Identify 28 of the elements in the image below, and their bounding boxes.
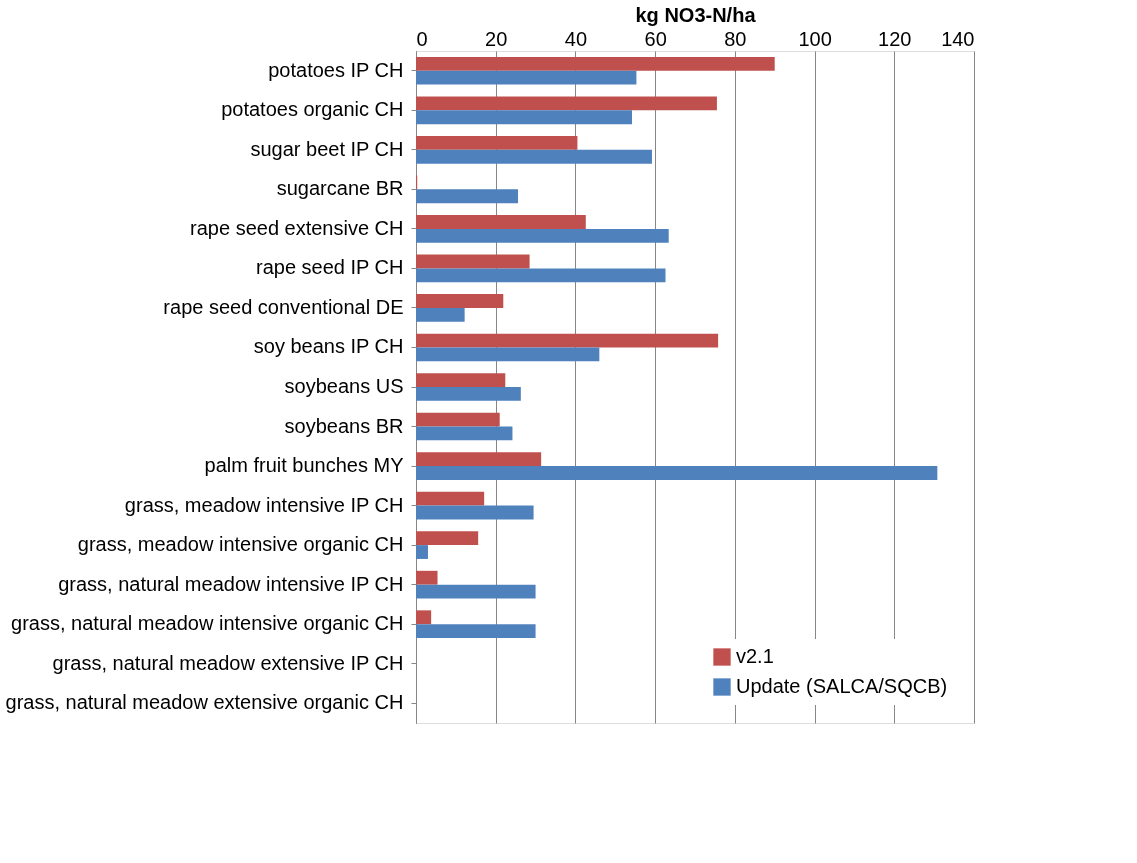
x-tick-label: 20 xyxy=(485,27,508,50)
x-tick-label: 60 xyxy=(644,27,667,50)
x-tick-label: 140 xyxy=(941,27,975,50)
y-tick-label: soybeans BR xyxy=(284,414,404,437)
legend-label: Update (SALCA/SQCB) xyxy=(736,675,948,697)
y-tick-label: rape seed extensive CH xyxy=(190,216,404,239)
x-tick-label: 40 xyxy=(564,27,588,50)
y-tick-label: grass, meadow intensive IP CH xyxy=(124,493,404,516)
y-tick-label: soybeans US xyxy=(284,375,404,397)
x-tick-label: 0 xyxy=(416,27,428,50)
x-tick-label: 80 xyxy=(724,27,747,50)
y-tick-label: potatoes IP CH xyxy=(268,58,404,81)
y-tick-label: rape seed conventional DE xyxy=(163,295,404,318)
x-axis-title: kg NO3-N/ha xyxy=(635,3,757,26)
y-tick-label: grass, meadow intensive organic CH xyxy=(77,533,404,556)
y-tick-label: grass, natural meadow extensive IP CH xyxy=(52,651,404,674)
x-tick-label: 100 xyxy=(798,27,832,50)
y-tick-label: soy beans IP CH xyxy=(253,335,404,358)
legend-label: v2.1 xyxy=(736,645,774,667)
y-tick-label: grass, natural meadow intensive organic CH xyxy=(11,612,404,635)
y-tick-label: potatoes organic CH xyxy=(221,98,404,121)
y-tick-label: grass, natural meadow extensive organic CH xyxy=(5,691,404,714)
y-tick-label: rape seed IP CH xyxy=(256,256,404,279)
y-tick-label: sugar beet IP CH xyxy=(250,137,404,160)
y-tick-label: sugarcane BR xyxy=(276,177,404,200)
y-tick-label: palm fruit bunches MY xyxy=(204,454,404,477)
x-tick-label: 120 xyxy=(878,27,912,50)
y-tick-label: grass, natural meadow intensive IP CH xyxy=(58,572,404,595)
